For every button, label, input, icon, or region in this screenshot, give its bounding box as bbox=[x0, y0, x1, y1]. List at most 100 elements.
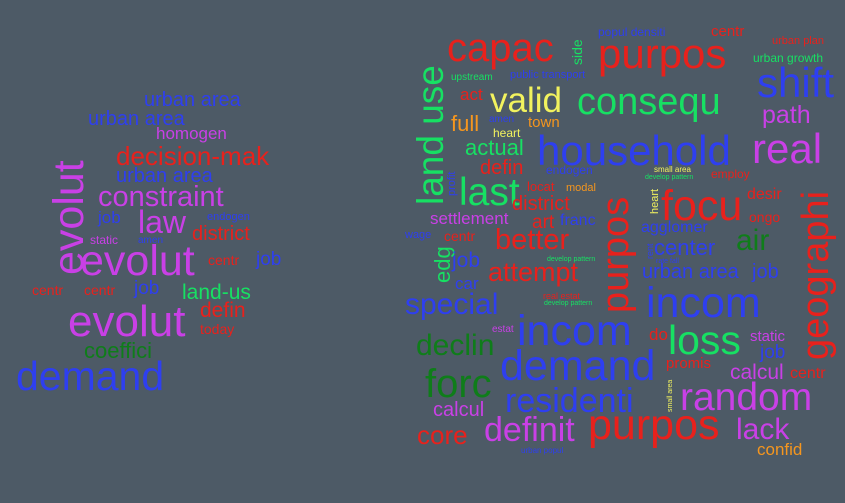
word: centr bbox=[444, 228, 476, 244]
word: purpos bbox=[598, 30, 727, 77]
word: desir bbox=[747, 186, 782, 203]
word: employ bbox=[711, 167, 750, 181]
word: centr bbox=[208, 252, 240, 268]
word: special bbox=[405, 288, 499, 321]
word: declin bbox=[416, 329, 495, 362]
word: coeffici bbox=[84, 338, 153, 363]
word: static bbox=[90, 233, 119, 247]
word: core bbox=[417, 420, 468, 450]
word: promis bbox=[666, 355, 712, 372]
word: centr bbox=[84, 282, 116, 298]
word: art bbox=[532, 212, 555, 233]
word: real bbox=[752, 125, 823, 172]
word: consequ bbox=[577, 81, 721, 123]
word: endogen bbox=[207, 211, 250, 223]
word: act bbox=[460, 85, 483, 104]
word: small area bbox=[654, 165, 691, 174]
word: decision-mak bbox=[116, 141, 270, 171]
word: district bbox=[512, 193, 570, 215]
word: rate fall bbox=[656, 258, 679, 265]
word: side bbox=[569, 39, 585, 65]
word: homogen bbox=[156, 124, 227, 143]
word: settlement bbox=[430, 209, 509, 228]
word: calcul bbox=[433, 399, 485, 421]
word: attempt bbox=[488, 257, 579, 287]
word: defin bbox=[200, 299, 246, 322]
word: full bbox=[451, 111, 480, 136]
word: amen bbox=[489, 114, 515, 125]
word: geographi bbox=[795, 190, 837, 360]
word: urban area bbox=[88, 108, 185, 130]
word: heart bbox=[649, 188, 661, 214]
word: develop pattern bbox=[547, 256, 596, 263]
word: heart bbox=[493, 126, 521, 140]
word: actual bbox=[465, 135, 524, 160]
word: demand bbox=[500, 342, 656, 390]
word: land-us bbox=[182, 281, 251, 304]
word: job bbox=[134, 278, 160, 299]
word: town bbox=[528, 114, 560, 131]
word: edg bbox=[430, 246, 455, 283]
word: modal bbox=[566, 182, 596, 194]
word: car bbox=[455, 274, 479, 293]
word: capac bbox=[447, 26, 554, 70]
word: residenti bbox=[505, 382, 634, 420]
word: job bbox=[256, 249, 282, 270]
word: urban plan bbox=[772, 35, 824, 47]
word: ongo bbox=[749, 209, 781, 225]
word: land use bbox=[410, 65, 451, 205]
word: urban area bbox=[116, 165, 213, 187]
word: franc bbox=[560, 212, 596, 229]
word: law bbox=[138, 204, 187, 240]
word: path bbox=[762, 101, 811, 129]
word: better bbox=[495, 224, 570, 256]
word: constraint bbox=[98, 181, 224, 213]
word: urban area bbox=[642, 261, 739, 283]
word: center bbox=[654, 235, 716, 260]
word: forc bbox=[425, 362, 492, 406]
word: loss bbox=[668, 317, 741, 363]
word: urban growth bbox=[753, 51, 824, 65]
word: lack bbox=[736, 413, 790, 446]
word: popul densiti bbox=[598, 25, 666, 39]
word: job bbox=[752, 261, 779, 283]
word: locat bbox=[527, 179, 555, 194]
word: valid bbox=[490, 81, 562, 120]
word: agglomer bbox=[641, 219, 708, 236]
word: develop pattern bbox=[645, 174, 694, 181]
word: definit bbox=[484, 411, 575, 449]
word: purpos bbox=[595, 196, 637, 313]
word: focu bbox=[661, 182, 743, 230]
word: centr bbox=[711, 23, 745, 40]
word: district bbox=[192, 223, 250, 245]
word: purpos bbox=[588, 401, 720, 449]
word: evolut bbox=[68, 297, 186, 346]
word: incom bbox=[517, 307, 632, 355]
word: job bbox=[760, 342, 786, 363]
word: endogen bbox=[546, 163, 593, 177]
word: urban area bbox=[144, 89, 241, 111]
word: amen bbox=[138, 235, 164, 246]
word: static bbox=[750, 328, 786, 345]
word: last bbox=[459, 171, 520, 214]
word: profit bbox=[446, 171, 458, 196]
word: centr bbox=[790, 365, 826, 382]
word: wage bbox=[405, 229, 432, 241]
word: urban popul bbox=[521, 446, 564, 455]
word: random bbox=[680, 376, 813, 419]
word: real estat bbox=[543, 291, 581, 301]
word: today bbox=[200, 321, 235, 337]
word: job bbox=[98, 208, 121, 227]
word: upstream bbox=[451, 72, 493, 83]
word: do bbox=[649, 325, 668, 344]
word: develop pattern bbox=[544, 300, 593, 307]
word: estat bbox=[492, 324, 514, 335]
word: calcul bbox=[730, 361, 784, 384]
word: shift bbox=[757, 59, 835, 106]
word: job bbox=[452, 249, 481, 272]
word: defin bbox=[480, 157, 524, 179]
word: centr bbox=[32, 282, 64, 298]
word: air bbox=[736, 224, 770, 257]
